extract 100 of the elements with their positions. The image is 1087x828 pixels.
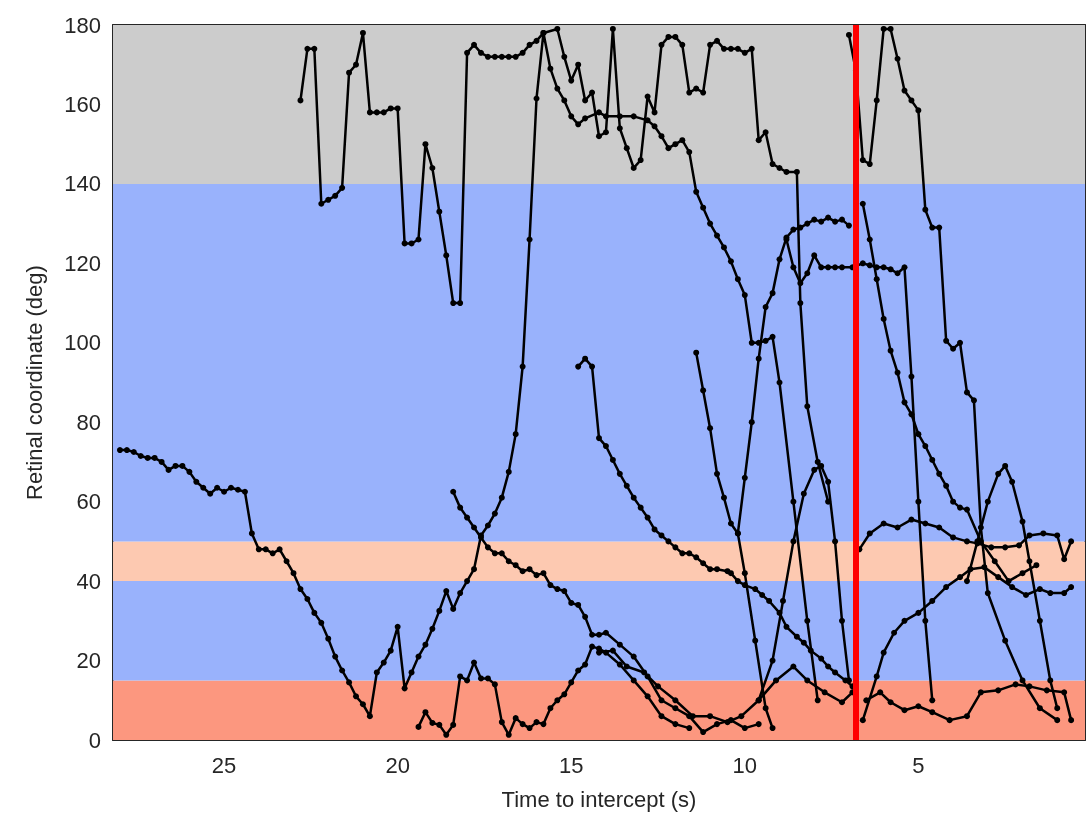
point bbox=[832, 264, 839, 271]
point bbox=[644, 693, 651, 700]
point bbox=[901, 87, 908, 94]
point bbox=[1026, 558, 1033, 565]
point bbox=[922, 206, 929, 213]
point bbox=[568, 599, 575, 606]
point bbox=[891, 629, 898, 636]
point bbox=[845, 31, 852, 38]
point bbox=[762, 705, 769, 712]
point bbox=[436, 721, 443, 728]
point bbox=[464, 514, 471, 521]
point bbox=[582, 613, 589, 620]
point bbox=[429, 719, 436, 726]
point bbox=[707, 566, 714, 573]
point bbox=[679, 550, 686, 557]
point bbox=[602, 649, 609, 656]
point bbox=[995, 687, 1002, 694]
point bbox=[797, 224, 804, 231]
point bbox=[1036, 586, 1043, 593]
point bbox=[450, 721, 457, 728]
point bbox=[491, 681, 498, 688]
point bbox=[936, 224, 943, 231]
point bbox=[623, 663, 630, 670]
point bbox=[825, 478, 832, 485]
point bbox=[977, 524, 984, 531]
point bbox=[755, 721, 762, 728]
point bbox=[929, 697, 936, 704]
point bbox=[741, 474, 748, 481]
point bbox=[616, 470, 623, 477]
point bbox=[769, 725, 776, 732]
point bbox=[880, 264, 887, 271]
point bbox=[866, 161, 873, 168]
point bbox=[963, 538, 970, 545]
point bbox=[811, 252, 818, 259]
point bbox=[915, 498, 922, 505]
point bbox=[741, 725, 748, 732]
point bbox=[568, 679, 575, 686]
point bbox=[450, 488, 457, 495]
point bbox=[908, 411, 915, 418]
point bbox=[943, 482, 950, 489]
point bbox=[498, 550, 505, 557]
point bbox=[946, 717, 953, 724]
point bbox=[901, 707, 908, 714]
point bbox=[1002, 462, 1009, 469]
point bbox=[845, 222, 852, 229]
point bbox=[957, 504, 964, 511]
point bbox=[1005, 578, 1012, 585]
x-tick-label: 25 bbox=[211, 752, 237, 778]
point bbox=[589, 643, 596, 650]
point bbox=[943, 337, 950, 344]
point bbox=[908, 97, 915, 104]
point bbox=[415, 723, 422, 730]
point bbox=[498, 719, 505, 726]
point bbox=[602, 443, 609, 450]
point bbox=[887, 347, 894, 354]
point bbox=[995, 574, 1002, 581]
point bbox=[1019, 677, 1026, 684]
y-tick-label: 80 bbox=[76, 409, 101, 435]
point bbox=[811, 216, 818, 223]
point bbox=[1043, 687, 1050, 694]
point bbox=[741, 582, 748, 589]
point bbox=[596, 435, 602, 442]
point bbox=[1054, 532, 1061, 539]
point bbox=[887, 699, 894, 706]
point bbox=[839, 264, 845, 271]
point bbox=[866, 530, 873, 537]
point bbox=[707, 713, 714, 720]
point bbox=[832, 669, 839, 676]
point bbox=[866, 236, 873, 243]
point bbox=[984, 590, 991, 597]
point bbox=[589, 363, 596, 370]
point bbox=[700, 729, 707, 736]
point bbox=[665, 538, 672, 545]
point bbox=[738, 713, 745, 720]
point bbox=[623, 482, 630, 489]
point bbox=[457, 504, 464, 511]
point bbox=[533, 719, 540, 726]
point bbox=[491, 550, 498, 557]
point bbox=[693, 554, 700, 561]
point bbox=[859, 260, 866, 267]
point bbox=[1047, 590, 1054, 597]
point bbox=[790, 226, 797, 233]
point bbox=[505, 731, 512, 738]
point bbox=[561, 588, 568, 595]
y-axis-title: Retinal coordinate (deg) bbox=[21, 265, 47, 500]
point bbox=[582, 355, 589, 362]
point bbox=[970, 397, 977, 404]
point bbox=[637, 504, 644, 511]
point bbox=[1040, 530, 1047, 537]
point bbox=[700, 560, 707, 567]
point bbox=[901, 617, 908, 624]
point bbox=[873, 276, 880, 283]
point bbox=[894, 270, 901, 277]
point bbox=[800, 639, 807, 646]
point bbox=[1061, 689, 1068, 696]
point bbox=[752, 637, 759, 644]
point bbox=[877, 689, 884, 696]
point bbox=[800, 490, 807, 497]
point bbox=[443, 731, 450, 738]
point bbox=[880, 649, 887, 656]
